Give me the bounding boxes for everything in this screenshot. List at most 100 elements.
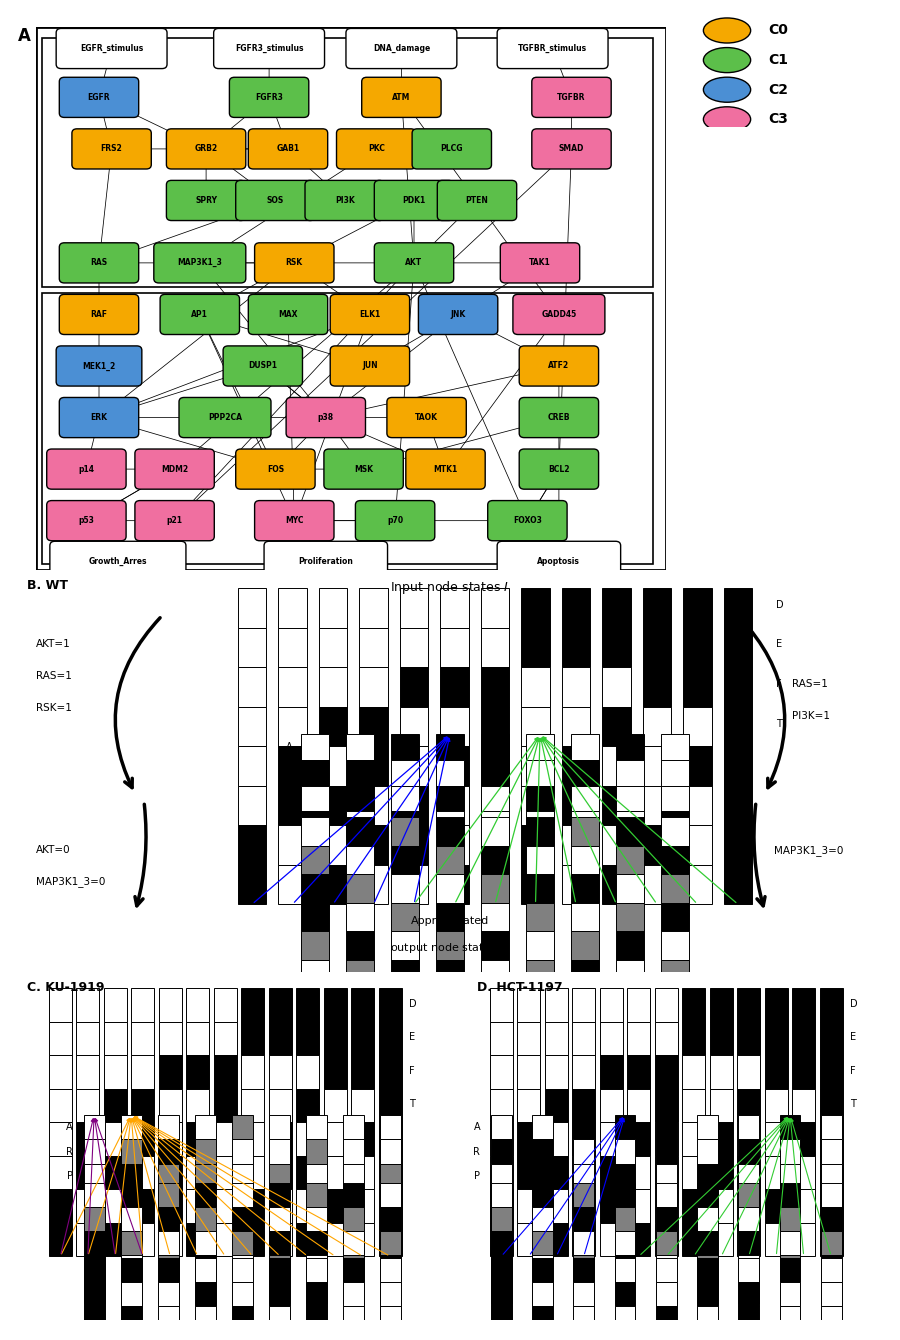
Bar bbox=[573, 1207, 594, 1231]
Bar bbox=[380, 1231, 400, 1256]
Bar bbox=[84, 1164, 104, 1189]
Bar bbox=[562, 785, 590, 825]
Bar bbox=[324, 1056, 346, 1089]
Bar bbox=[682, 1056, 706, 1089]
Bar bbox=[615, 1278, 635, 1302]
Bar bbox=[278, 667, 307, 706]
Bar bbox=[662, 812, 688, 838]
Bar bbox=[351, 989, 374, 1022]
Text: F: F bbox=[850, 1065, 856, 1076]
Bar bbox=[392, 959, 418, 988]
Bar bbox=[737, 1156, 760, 1190]
Bar bbox=[359, 864, 388, 905]
Bar bbox=[738, 1164, 760, 1189]
Bar bbox=[84, 1258, 104, 1282]
Bar bbox=[131, 1223, 155, 1257]
Bar bbox=[482, 988, 508, 1017]
Bar bbox=[231, 1139, 253, 1164]
Bar bbox=[532, 1258, 553, 1282]
Bar bbox=[544, 1223, 568, 1257]
Text: AP1: AP1 bbox=[192, 310, 208, 319]
Bar bbox=[599, 989, 623, 1022]
Bar bbox=[779, 1258, 800, 1282]
Bar bbox=[380, 1183, 400, 1207]
Bar bbox=[821, 1258, 842, 1282]
FancyBboxPatch shape bbox=[437, 181, 517, 221]
Bar bbox=[440, 825, 469, 864]
Bar bbox=[602, 588, 631, 627]
Bar bbox=[544, 1022, 568, 1056]
Bar bbox=[84, 1115, 104, 1139]
Text: GRB2: GRB2 bbox=[194, 145, 218, 153]
FancyBboxPatch shape bbox=[59, 243, 139, 283]
Bar bbox=[302, 903, 328, 931]
Bar bbox=[683, 864, 712, 905]
FancyBboxPatch shape bbox=[213, 28, 325, 68]
Bar bbox=[820, 989, 843, 1022]
Bar bbox=[343, 1256, 364, 1278]
Bar bbox=[380, 1256, 400, 1278]
Bar bbox=[213, 1223, 237, 1257]
Text: EGFR_stimulus: EGFR_stimulus bbox=[80, 44, 143, 54]
Bar bbox=[49, 1156, 72, 1190]
Bar bbox=[268, 1190, 292, 1223]
Bar bbox=[627, 1123, 651, 1156]
Bar bbox=[121, 1139, 141, 1164]
Bar bbox=[482, 734, 508, 760]
Bar bbox=[158, 1164, 178, 1189]
Bar bbox=[482, 817, 508, 846]
Bar bbox=[76, 1190, 99, 1223]
Bar bbox=[482, 931, 508, 959]
Text: B. WT: B. WT bbox=[27, 579, 68, 592]
Bar bbox=[724, 825, 752, 864]
Bar bbox=[532, 1231, 553, 1256]
Bar bbox=[662, 846, 688, 874]
Bar bbox=[656, 1231, 677, 1256]
Bar bbox=[436, 760, 464, 785]
Bar bbox=[158, 1022, 182, 1056]
Text: AKT: AKT bbox=[405, 259, 423, 268]
Bar bbox=[765, 1056, 788, 1089]
Bar bbox=[572, 1190, 596, 1223]
Bar bbox=[737, 1089, 760, 1123]
Bar bbox=[683, 627, 712, 667]
FancyBboxPatch shape bbox=[160, 295, 239, 335]
Bar bbox=[544, 989, 568, 1022]
Bar bbox=[490, 1156, 513, 1190]
Bar bbox=[380, 1115, 400, 1139]
Bar bbox=[779, 1115, 800, 1139]
Bar bbox=[518, 1056, 540, 1089]
Bar bbox=[765, 1223, 788, 1257]
Bar bbox=[572, 1156, 596, 1190]
Bar bbox=[231, 1164, 253, 1189]
Text: SOS: SOS bbox=[266, 196, 284, 205]
Bar bbox=[709, 1022, 733, 1056]
Text: P: P bbox=[474, 1171, 481, 1182]
Bar bbox=[562, 746, 590, 785]
Text: Growth_Arres: Growth_Arres bbox=[88, 557, 148, 565]
Bar bbox=[490, 1056, 513, 1089]
Text: AKT=0: AKT=0 bbox=[36, 846, 70, 855]
Bar bbox=[302, 931, 328, 959]
FancyBboxPatch shape bbox=[264, 541, 388, 582]
Text: E: E bbox=[776, 639, 782, 650]
Text: Approximated: Approximated bbox=[411, 917, 489, 926]
Bar bbox=[643, 588, 671, 627]
Bar bbox=[490, 1123, 513, 1156]
Bar bbox=[779, 1164, 800, 1189]
Bar bbox=[380, 1282, 400, 1306]
Text: SPRY: SPRY bbox=[195, 196, 217, 205]
Bar bbox=[481, 785, 509, 825]
Bar bbox=[269, 1183, 290, 1207]
Bar bbox=[131, 1123, 155, 1156]
Bar bbox=[121, 1306, 141, 1331]
Bar bbox=[76, 1056, 99, 1089]
Bar bbox=[491, 1207, 512, 1231]
Bar bbox=[392, 812, 418, 838]
Bar bbox=[351, 1190, 374, 1223]
Bar bbox=[194, 1256, 216, 1278]
Text: FOXO3: FOXO3 bbox=[513, 516, 542, 525]
Bar bbox=[532, 1115, 553, 1139]
Text: D. HCT-1197: D. HCT-1197 bbox=[477, 981, 562, 994]
FancyBboxPatch shape bbox=[56, 346, 142, 386]
